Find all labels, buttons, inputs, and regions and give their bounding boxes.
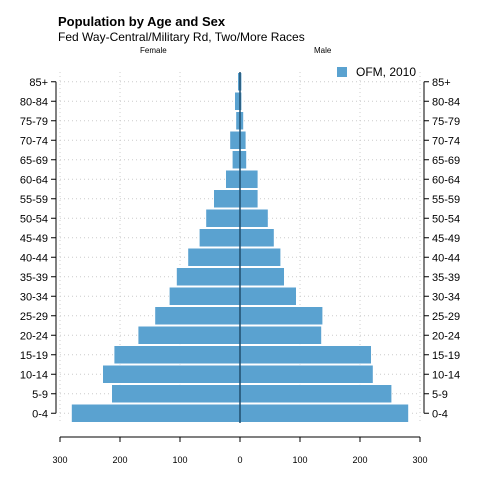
y-tick-label-right: 45-49	[432, 233, 460, 245]
male-side-label: Male	[314, 46, 332, 55]
y-tick-label-left: 30-34	[20, 291, 48, 303]
y-tick-label-right: 75-79	[432, 116, 460, 128]
y-tick-label-right: 40-44	[432, 252, 460, 264]
x-tick-label: 100	[292, 455, 307, 465]
y-tick-label-left: 60-64	[20, 174, 48, 186]
bar-female	[175, 267, 241, 287]
x-tick-label: 300	[52, 455, 67, 465]
y-tick-label-right: 65-69	[432, 155, 460, 167]
bar-female	[71, 403, 241, 423]
y-tick-label-right: 0-4	[432, 408, 448, 420]
x-tick-label: 0	[237, 455, 242, 465]
bar-male	[239, 306, 324, 326]
y-tick-label-left: 15-19	[20, 350, 48, 362]
y-tick-label-left: 0-4	[32, 408, 48, 420]
bar-male	[239, 325, 322, 345]
bar-male	[239, 247, 282, 267]
x-tick-label: 200	[352, 455, 367, 465]
bar-female	[111, 384, 241, 404]
y-tick-label-left: 80-84	[20, 96, 48, 108]
bar-female	[154, 306, 241, 326]
legend: OFM, 2010	[337, 65, 416, 79]
y-tick-label-right: 5-9	[432, 389, 448, 401]
bar-female	[187, 247, 241, 267]
y-tick-label-left: 65-69	[20, 155, 48, 167]
y-tick-label-right: 50-54	[432, 213, 460, 225]
bar-female	[213, 189, 241, 209]
y-tick-label-left: 75-79	[20, 116, 48, 128]
chart-title: Population by Age and Sex	[58, 14, 226, 29]
chart-subtitle: Fed Way-Central/Military Rd, Two/More Ra…	[58, 30, 305, 44]
legend-label: OFM, 2010	[356, 65, 417, 79]
y-tick-label-right: 10-14	[432, 369, 460, 381]
y-tick-label-right: 70-74	[432, 135, 460, 147]
x-tick-label: 200	[112, 455, 127, 465]
bar-male	[239, 286, 297, 306]
y-tick-label-right: 15-19	[432, 350, 460, 362]
bar-female	[113, 345, 241, 365]
bar-female	[231, 150, 241, 170]
y-tick-label-right: 20-24	[432, 330, 460, 342]
bar-male	[239, 384, 393, 404]
y-tick-label-right: 30-34	[432, 291, 460, 303]
bar-male	[239, 189, 259, 209]
bar-male	[239, 228, 275, 248]
x-tick-label: 100	[172, 455, 187, 465]
bar-female	[102, 364, 241, 384]
bar-male	[239, 345, 372, 365]
y-tick-label-left: 20-24	[20, 330, 48, 342]
y-tick-label-right: 35-39	[432, 272, 460, 284]
y-tick-label-right: 85+	[432, 77, 451, 89]
x-tick-label: 300	[412, 455, 427, 465]
bar-female	[198, 228, 241, 248]
y-tick-label-right: 80-84	[432, 96, 460, 108]
y-tick-label-right: 60-64	[432, 174, 460, 186]
y-tick-label-left: 85+	[29, 77, 48, 89]
bar-female	[168, 286, 241, 306]
y-tick-label-left: 25-29	[20, 311, 48, 323]
y-tick-label-left: 50-54	[20, 213, 48, 225]
y-tick-label-left: 70-74	[20, 135, 48, 147]
bar-male	[239, 403, 410, 423]
y-tick-label-right: 25-29	[432, 311, 460, 323]
female-side-label: Female	[140, 46, 167, 55]
bar-male	[239, 267, 285, 287]
bar-male	[239, 169, 259, 189]
y-tick-label-right: 55-59	[432, 194, 460, 206]
bar-male	[239, 364, 374, 384]
bar-female	[205, 208, 241, 228]
y-tick-label-left: 55-59	[20, 194, 48, 206]
y-tick-label-left: 5-9	[32, 389, 48, 401]
y-tick-label-left: 45-49	[20, 233, 48, 245]
bar-male	[239, 130, 247, 150]
bar-female	[234, 91, 241, 111]
bar-female	[225, 169, 241, 189]
bar-male	[239, 150, 247, 170]
bar-female	[137, 325, 241, 345]
y-tick-label-left: 40-44	[20, 252, 48, 264]
bar-female	[229, 130, 241, 150]
legend-swatch	[337, 67, 347, 77]
bar-male	[239, 208, 269, 228]
y-tick-label-left: 35-39	[20, 272, 48, 284]
y-tick-label-left: 10-14	[20, 369, 48, 381]
